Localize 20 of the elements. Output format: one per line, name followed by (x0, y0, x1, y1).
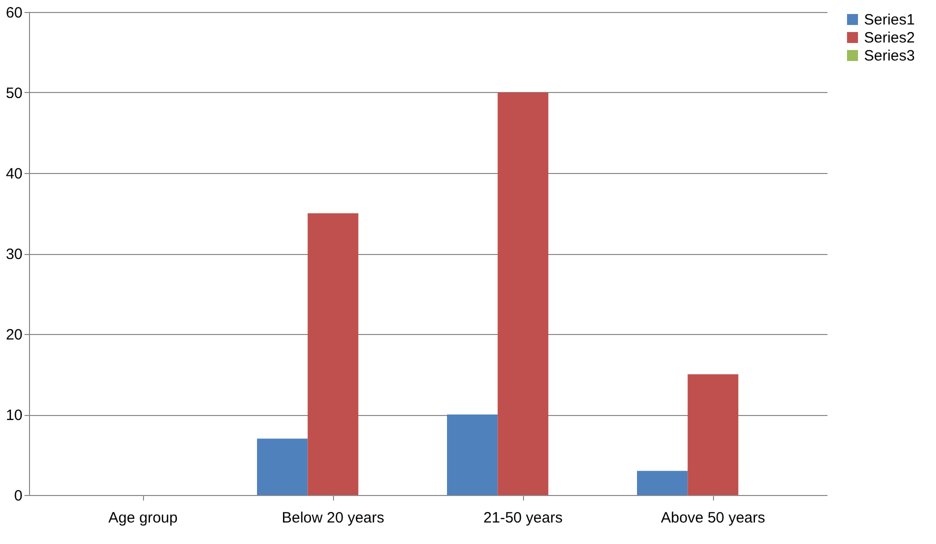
x-tick-label: Above 50 years (660, 510, 766, 526)
y-tick-label: 0 (14, 488, 22, 504)
y-tick-label: 60 (6, 4, 22, 22)
legend-label: Series1 (864, 12, 915, 28)
y-tick-label: 30 (6, 246, 22, 263)
y-tick-label: 10 (6, 407, 22, 424)
y-tick-label: 20 (6, 326, 22, 344)
bar (257, 438, 308, 495)
bar (637, 470, 688, 495)
y-tick-label: 40 (6, 166, 22, 182)
bar (498, 92, 548, 495)
x-tick-label: Age group (108, 510, 178, 526)
bar (688, 374, 738, 495)
legend-label: Series2 (864, 30, 915, 46)
bar (447, 414, 498, 495)
x-tick-label: Below 20 years (282, 510, 384, 526)
legend-label: Series3 (864, 48, 915, 64)
bar (308, 213, 358, 495)
x-tick-label: 21-50 years (483, 510, 563, 526)
y-tick-label: 50 (6, 85, 22, 102)
